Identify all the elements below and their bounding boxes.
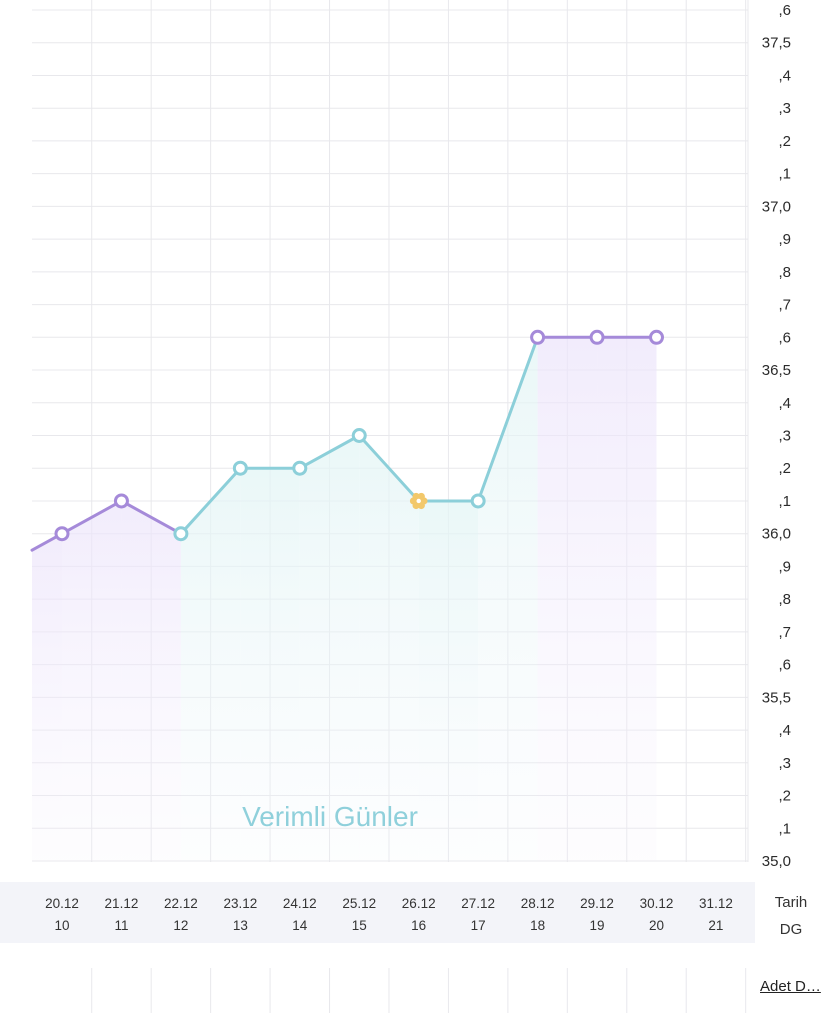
x-tick-date: 27.12 [461,896,495,911]
x-tick-date: 28.12 [521,896,555,911]
y-tick-label: ,3 [778,100,791,117]
area-segment [121,500,181,861]
data-point [530,329,546,345]
area-segment [478,337,538,861]
x-tick-date: 31.12 [699,896,733,911]
line-segment [179,466,242,536]
x-tick-dg: 11 [114,918,128,933]
x-tick-dg: 14 [292,918,308,933]
y-tick-label: ,8 [778,591,791,608]
line-segment [357,434,421,503]
y-tick-label: ,2 [778,133,791,150]
x-tick-dg: 17 [471,918,486,933]
area-segment [180,468,241,861]
x-tick-dg: 12 [173,918,188,933]
fertile-days-watermark: Verimli Günler [242,801,418,832]
y-tick-label: 36,0 [762,526,791,543]
area-segment [359,435,419,861]
area-segment [597,337,657,861]
ovulation-dot [416,498,421,504]
data-point [54,526,70,542]
x-tick-date: 21.12 [105,896,139,911]
x-tick-dg: 13 [233,918,248,933]
x-tick-dg: 21 [708,918,723,933]
area-segment [418,500,479,861]
y-tick-label: ,1 [778,820,791,837]
y-tick-label: 37,5 [762,35,791,52]
y-tick-label: ,4 [778,67,791,84]
y-tick-label: 37,0 [762,198,791,215]
x-tick-date: 30.12 [640,896,674,911]
area-segment [537,337,598,861]
area-segment [299,435,360,861]
y-tick-label: 36,5 [762,362,791,379]
line-segment [119,499,183,536]
y-tick-label: ,4 [778,722,791,739]
ovulation-marker [409,492,428,510]
y-tick-label: ,2 [778,788,791,805]
data-point [173,526,189,542]
line-segment [60,499,123,536]
data-point [351,428,367,443]
data-point [649,329,664,345]
date-row-label: Tarih [775,894,808,911]
series-points [54,329,664,542]
period-days-link[interactable]: Adet D… [760,978,821,995]
x-tick-date: 23.12 [223,896,257,911]
line-segment [298,434,361,470]
y-tick-label: ,3 [778,428,791,445]
data-point [232,460,248,476]
x-tick-date: 26.12 [402,896,436,911]
x-tick-date: 22.12 [164,896,198,911]
data-point [470,493,486,509]
x-tick-date: 29.12 [580,896,614,911]
y-tick-label: ,6 [778,2,791,19]
data-point [292,460,308,476]
x-axis: 20.12 10 21.12 11 22.12 12 23.12 13 24.12 14 25.12… [45,896,733,933]
y-tick-label: ,4 [778,395,791,412]
date-row-background [0,882,755,943]
x-tick-dg: 20 [649,918,664,933]
y-tick-label: ,1 [778,166,791,183]
y-tick-label: ,7 [778,297,791,314]
y-tick-label: ,7 [778,624,791,641]
x-tick-date: 24.12 [283,896,317,911]
x-tick-date: 25.12 [342,896,376,911]
data-point [589,329,605,345]
y-tick-label: ,9 [778,231,791,248]
y-tick-label: ,2 [778,460,791,477]
x-tick-dg: 18 [530,918,545,933]
x-tick-dg: 10 [54,918,69,933]
x-tick-dg: 15 [352,918,367,933]
area-segment [240,468,300,861]
area-fill [32,337,657,861]
area-segment [32,533,62,861]
dg-row-label: DG [780,921,803,938]
y-tick-label: 35,0 [762,853,791,870]
y-tick-label: ,9 [778,558,791,575]
y-tick-label: ,1 [778,493,791,510]
y-tick-label: ,8 [778,264,791,281]
line-segment [476,335,540,503]
x-tick-dg: 16 [411,918,426,933]
y-tick-label: 35,5 [762,689,791,706]
area-segment [62,500,122,861]
y-tick-label: ,3 [778,755,791,772]
y-axis: 35,0 ,1 ,2 ,3 ,4 35,5 ,6 ,7 ,8 ,9 36,0 ,1 ,2 ,3 ,4 36,5… [762,2,791,870]
y-tick-label: ,6 [778,329,791,346]
data-point [113,493,129,509]
x-tick-dg: 19 [590,918,605,933]
x-tick-date: 20.12 [45,896,79,911]
y-tick-label: ,6 [778,657,791,674]
